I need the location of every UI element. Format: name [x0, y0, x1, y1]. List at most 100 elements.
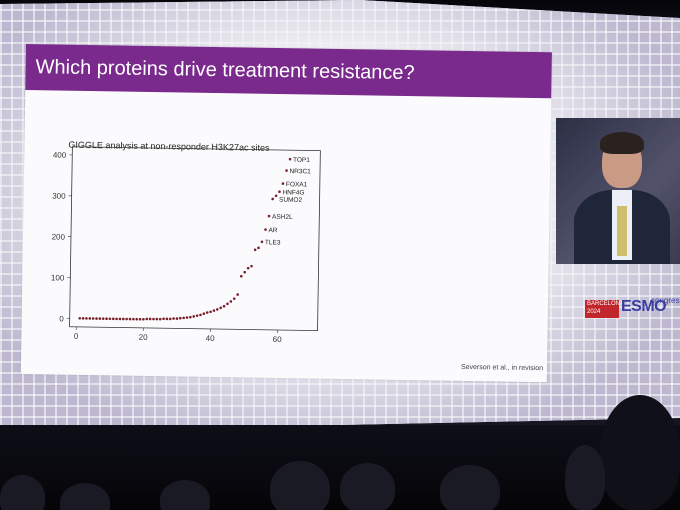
data-point [274, 194, 278, 198]
logo-year: 2024 [587, 309, 601, 315]
slide-title: Which proteins drive treatment resistanc… [35, 56, 415, 85]
logo-city: BARCELONA [587, 301, 625, 307]
data-point [195, 314, 199, 317]
data-point [260, 240, 264, 244]
data-point [202, 312, 206, 315]
data-point [219, 306, 222, 310]
point-annotation: HNF4G [282, 189, 304, 196]
data-point [118, 317, 122, 321]
slide: Which proteins drive treatment resistanc… [20, 44, 552, 383]
data-point [267, 214, 271, 218]
y-tick-label: 100 [51, 273, 65, 282]
data-point [142, 317, 145, 321]
point-annotation: AR [268, 227, 277, 234]
data-point [229, 300, 233, 303]
data-point [135, 317, 139, 321]
data-point [205, 311, 209, 314]
data-point [236, 293, 239, 296]
data-point [192, 315, 196, 318]
data-point [152, 317, 155, 321]
data-point [172, 317, 175, 320]
data-point [212, 309, 216, 312]
data-point [257, 246, 260, 250]
scatter-plot: 0 20 40 60 0 100 200 300 400 TOP1 NR3C1 FOXA1HNF4GS… [51, 146, 321, 344]
audience-head [270, 461, 330, 510]
data-point [138, 317, 142, 321]
y-tick-label: 400 [53, 151, 67, 160]
data-point [189, 315, 192, 319]
data-point [246, 266, 250, 270]
data-point [158, 317, 162, 321]
point-annotation: SUMO2 [279, 197, 303, 204]
point-annotation: FOXA1 [286, 181, 308, 188]
data-point [271, 197, 274, 201]
data-point [253, 248, 257, 252]
logo-location-badge: BARCELONA 2024 [585, 300, 625, 318]
data-point [185, 316, 189, 319]
audience-head [600, 395, 680, 510]
data-point [278, 190, 281, 194]
y-tick-label: 300 [52, 192, 66, 201]
data-point [165, 317, 169, 321]
data-point [216, 308, 219, 311]
data-point [81, 317, 85, 320]
esmo-logo: BARCELONA 2024 ESMO congress [585, 296, 680, 320]
point-annotation: TOP1 [293, 157, 310, 164]
slide-title-bar: Which proteins drive treatment resistanc… [25, 44, 552, 99]
speaker-hair [600, 132, 644, 154]
data-point [264, 228, 267, 231]
slide-credit: Severson et al., in revision [460, 363, 544, 373]
data-point [182, 316, 185, 320]
data-point [111, 317, 115, 321]
data-point [148, 317, 152, 321]
data-point [132, 317, 135, 321]
data-point [179, 316, 182, 320]
point-annotation: ASH2L [272, 214, 293, 221]
data-point [115, 317, 118, 321]
logo-event: congress [651, 296, 680, 305]
data-point [250, 264, 253, 268]
data-point [85, 317, 88, 320]
audience-silhouettes [0, 395, 680, 510]
data-point [175, 317, 179, 320]
audience-head [160, 480, 210, 510]
audience-head [340, 463, 395, 510]
data-point [226, 302, 229, 306]
data-point [95, 317, 98, 320]
audience-head [565, 445, 605, 510]
speaker-video [556, 118, 680, 264]
data-point [168, 317, 172, 321]
data-point [222, 304, 226, 308]
data-point [101, 317, 105, 320]
data-point [239, 274, 243, 278]
point-annotation: NR3C1 [289, 168, 311, 175]
data-point [78, 316, 82, 320]
plot-frame [69, 146, 321, 332]
data-point [98, 317, 102, 320]
audience-head [0, 475, 45, 510]
speaker-lanyard [617, 206, 627, 256]
x-tick-label: 0 [74, 332, 79, 341]
data-point [128, 317, 132, 321]
data-point [122, 317, 125, 321]
data-point [155, 317, 159, 321]
data-point [243, 270, 247, 274]
data-point [232, 297, 236, 300]
x-tick-label: 60 [273, 335, 283, 344]
y-tick-label: 0 [59, 314, 64, 323]
x-tick-label: 20 [139, 333, 149, 342]
data-point [199, 313, 202, 317]
data-point [91, 317, 95, 320]
data-point [285, 169, 288, 172]
x-tick-label: 40 [206, 334, 216, 343]
data-point [125, 317, 128, 321]
point-annotation: TLE3 [265, 239, 281, 246]
data-point [288, 157, 292, 161]
y-tick-label: 200 [52, 232, 66, 241]
data-point [108, 317, 112, 321]
data-point [145, 317, 149, 321]
logo-brand: ESMO [621, 298, 667, 315]
data-point [209, 310, 212, 314]
data-point [162, 317, 165, 321]
